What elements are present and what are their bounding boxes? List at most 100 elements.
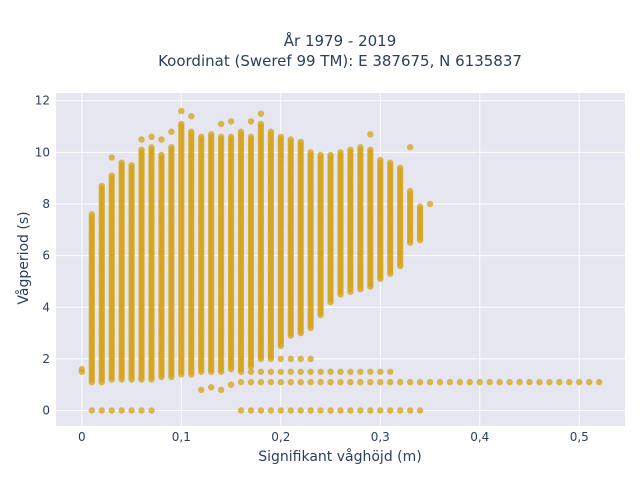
x-tick-label: 0,2: [271, 430, 290, 444]
data-point: [138, 407, 145, 414]
data-point: [257, 378, 265, 386]
data-point: [198, 386, 205, 394]
data-point: [357, 378, 364, 386]
data-point: [277, 378, 285, 386]
x-tick-label: 0,3: [371, 430, 390, 444]
data-point: [396, 407, 404, 414]
y-tick-label: 0: [42, 404, 50, 418]
data-point: [148, 407, 155, 414]
data-point: [297, 407, 304, 414]
data-point: [178, 120, 185, 128]
data-point: [168, 144, 175, 151]
data-point: [287, 355, 294, 363]
data-point: [347, 407, 354, 414]
chart-title-line1: År 1979 - 2019: [284, 31, 397, 50]
data-point: [307, 407, 314, 414]
data-point: [297, 368, 304, 375]
data-point: [108, 154, 115, 161]
data-point: [327, 368, 334, 375]
data-point: [526, 378, 533, 386]
data-point: [347, 368, 354, 375]
data-point: [337, 407, 344, 414]
data-point: [396, 164, 404, 172]
data-point: [566, 378, 573, 386]
data-point: [98, 407, 105, 414]
data-point: [595, 378, 603, 386]
data-point: [446, 378, 454, 386]
data-point: [387, 368, 394, 375]
data-point: [327, 407, 334, 414]
data-point: [585, 378, 593, 386]
x-tick-label: 0,4: [470, 430, 489, 444]
data-point: [506, 378, 513, 386]
data-point: [327, 378, 334, 386]
data-point: [406, 378, 414, 386]
data-point: [217, 133, 225, 141]
data-point: [367, 378, 374, 386]
chart-title-line2: Koordinat (Sweref 99 TM): E 387675, N 61…: [158, 52, 522, 70]
data-point: [466, 378, 474, 386]
data-point: [277, 407, 285, 414]
data-point: [317, 378, 324, 386]
data-point: [337, 378, 344, 386]
data-point: [247, 378, 255, 386]
data-point: [297, 138, 304, 146]
data-point: [576, 378, 583, 386]
data-point: [98, 182, 105, 190]
data-point: [377, 368, 384, 375]
data-point: [426, 200, 434, 208]
data-point: [207, 384, 215, 391]
x-tick-labels: 0 0,1 0,2 0,3 0,4 0,5: [78, 430, 589, 444]
data-point: [247, 368, 255, 375]
data-point: [287, 407, 294, 414]
data-point: [406, 187, 414, 195]
y-tick-label: 4: [42, 300, 50, 314]
data-point: [377, 407, 384, 414]
data-point: [337, 149, 344, 156]
data-point: [158, 136, 165, 143]
data-point: [128, 162, 135, 169]
data-point: [237, 407, 245, 414]
y-tick-labels: 0 2 4 6 8 10 12: [35, 94, 50, 418]
data-point: [307, 368, 314, 375]
data-point: [307, 149, 314, 156]
data-point: [416, 203, 424, 210]
data-point: [88, 211, 96, 218]
data-point: [227, 381, 235, 388]
data-point: [217, 120, 225, 128]
y-tick-label: 2: [42, 352, 50, 366]
data-point: [377, 378, 384, 386]
data-point: [416, 378, 424, 386]
data-point: [257, 407, 265, 414]
data-point: [188, 113, 195, 120]
data-point: [237, 128, 245, 135]
y-tick-label: 12: [35, 94, 50, 108]
data-points: [78, 107, 603, 414]
data-point: [88, 407, 96, 414]
data-point: [486, 378, 493, 386]
y-axis-title: Vågperiod (s): [15, 211, 32, 304]
data-point: [496, 378, 503, 386]
data-point: [267, 407, 275, 414]
data-point: [317, 368, 324, 375]
data-point: [367, 131, 374, 138]
data-point: [227, 118, 235, 125]
data-point: [267, 368, 275, 375]
data-point: [138, 136, 145, 143]
data-point: [237, 368, 245, 375]
data-point: [247, 133, 255, 141]
data-point: [128, 407, 135, 414]
data-point: [277, 355, 285, 363]
data-point: [436, 378, 444, 386]
data-point: [247, 407, 255, 414]
data-point: [416, 407, 424, 414]
data-point: [387, 159, 394, 166]
data-point: [377, 156, 384, 164]
data-point: [188, 128, 195, 135]
data-point: [327, 151, 334, 159]
data-point: [168, 128, 175, 135]
data-point: [406, 144, 414, 151]
data-point: [357, 368, 364, 375]
data-point: [387, 407, 394, 414]
data-point: [257, 110, 265, 117]
